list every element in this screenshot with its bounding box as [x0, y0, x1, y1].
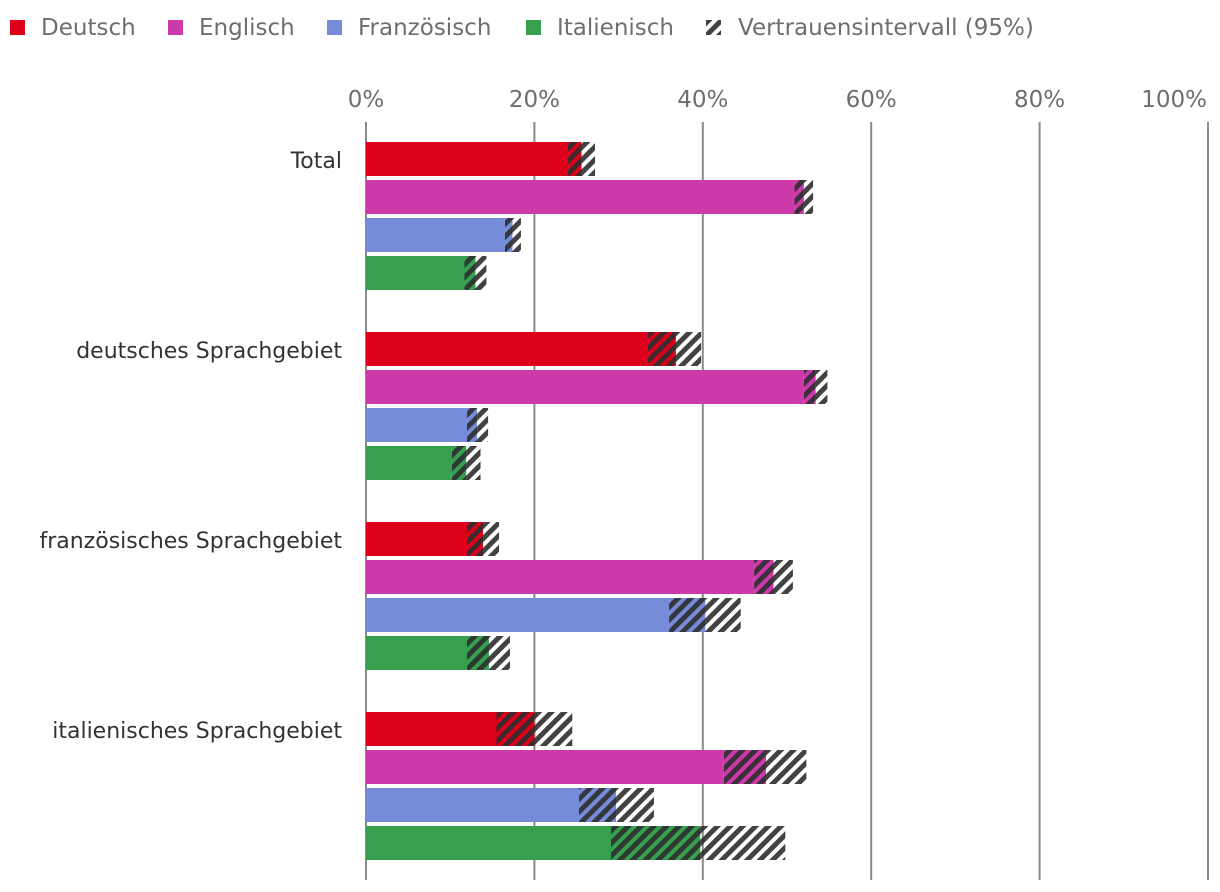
bars — [366, 142, 828, 860]
bar-deutsches-sprachgebiet-englisch — [366, 370, 804, 404]
bar-franzosisches-sprachgebiet-deutsch — [366, 522, 468, 556]
bar-ci-upper-franzosisches-sprachgebiet-franzosisch — [705, 598, 741, 632]
bar-deutsches-sprachgebiet-deutsch — [366, 332, 649, 366]
legend-label-deutsch: Deutsch — [41, 15, 136, 41]
legend-swatch-franzosisch — [327, 20, 342, 35]
bar-ci-upper-deutsches-sprachgebiet-englisch — [815, 370, 828, 404]
tick-label-20: 20% — [509, 87, 560, 113]
bar-total-englisch — [366, 180, 795, 214]
bar-total-italienisch — [366, 256, 465, 290]
bar-franzosisches-sprachgebiet-italienisch — [366, 636, 468, 670]
bar-total-deutsch — [366, 142, 569, 176]
bar-ci-upper-italienisches-sprachgebiet-franzosisch — [616, 788, 654, 822]
bar-ci-upper-italienisches-sprachgebiet-deutsch — [534, 712, 573, 746]
bar-ci-upper-total-franzosisch — [512, 218, 521, 252]
legend-label-englisch: Englisch — [199, 15, 295, 41]
bar-total-franzosisch — [366, 218, 505, 252]
legend-label-ci: Vertrauensintervall (95%) — [738, 15, 1034, 41]
bar-ci-lower-deutsches-sprachgebiet-englisch — [803, 370, 816, 404]
bar-ci-lower-franzosisches-sprachgebiet-italienisch — [467, 636, 489, 670]
bar-ci-lower-total-franzosisch — [504, 218, 513, 252]
category-label-italienisches-sprachgebiet: italienisches Sprachgebiet — [52, 719, 342, 744]
bar-ci-upper-total-englisch — [803, 180, 814, 214]
bar-ci-upper-franzosisches-sprachgebiet-italienisch — [488, 636, 510, 670]
bar-italienisches-sprachgebiet-englisch — [366, 750, 724, 784]
category-label-franzosisches-sprachgebiet: französisches Sprachgebiet — [39, 529, 342, 554]
bar-ci-lower-italienisches-sprachgebiet-englisch — [723, 750, 766, 784]
bar-italienisches-sprachgebiet-franzosisch — [366, 788, 580, 822]
legend-label-franzosisch: Französisch — [358, 15, 491, 41]
bar-ci-upper-total-italienisch — [475, 256, 487, 290]
bar-ci-upper-total-deutsch — [581, 142, 596, 176]
bar-ci-lower-total-deutsch — [568, 142, 582, 176]
gridlines: 0% 20% 40% 60% 80% 100% — [348, 87, 1209, 880]
bar-ci-lower-italienisches-sprachgebiet-italienisch — [611, 826, 701, 860]
category-labels: Total deutsches Sprachgebiet französisches… — [39, 149, 342, 744]
bar-ci-lower-deutsches-sprachgebiet-italienisch — [451, 446, 467, 480]
bar-italienisches-sprachgebiet-deutsch — [366, 712, 497, 746]
bar-ci-lower-total-italienisch — [464, 256, 476, 290]
bar-ci-lower-deutsches-sprachgebiet-franzosisch — [467, 408, 478, 442]
tick-label-40: 40% — [677, 87, 728, 113]
bar-franzosisches-sprachgebiet-franzosisch — [366, 598, 670, 632]
bar-ci-lower-deutsches-sprachgebiet-deutsch — [648, 332, 676, 366]
bar-ci-upper-italienisches-sprachgebiet-italienisch — [700, 826, 786, 860]
legend-swatch-ci — [706, 20, 721, 35]
tick-label-60: 60% — [846, 87, 897, 113]
bar-ci-lower-italienisches-sprachgebiet-franzosisch — [579, 788, 617, 822]
tick-label-100: 100% — [1141, 87, 1207, 113]
bar-ci-upper-deutsches-sprachgebiet-deutsch — [675, 332, 702, 366]
category-label-deutsches-sprachgebiet: deutsches Sprachgebiet — [76, 339, 342, 364]
bar-ci-lower-italienisches-sprachgebiet-deutsch — [496, 712, 535, 746]
bar-ci-upper-italienisches-sprachgebiet-englisch — [765, 750, 807, 784]
legend-swatch-deutsch — [10, 20, 25, 35]
bar-ci-upper-franzosisches-sprachgebiet-deutsch — [483, 522, 500, 556]
legend: Deutsch Englisch Französisch Italienisch Ver… — [10, 15, 1034, 41]
bar-ci-lower-total-englisch — [794, 180, 804, 214]
category-label-total: Total — [290, 149, 342, 174]
legend-label-italienisch: Italienisch — [557, 15, 674, 41]
bar-ci-upper-deutsches-sprachgebiet-franzosisch — [477, 408, 489, 442]
bar-deutsches-sprachgebiet-franzosisch — [366, 408, 468, 442]
bar-ci-lower-franzosisches-sprachgebiet-franzosisch — [669, 598, 706, 632]
bar-italienisches-sprachgebiet-italienisch — [366, 826, 612, 860]
bar-ci-lower-franzosisches-sprachgebiet-deutsch — [467, 522, 484, 556]
bar-ci-upper-deutsches-sprachgebiet-italienisch — [466, 446, 481, 480]
legend-swatch-englisch — [168, 20, 183, 35]
bar-ci-upper-franzosisches-sprachgebiet-englisch — [773, 560, 793, 594]
legend-swatch-italienisch — [526, 20, 541, 35]
tick-label-80: 80% — [1014, 87, 1065, 113]
bar-ci-lower-franzosisches-sprachgebiet-englisch — [754, 560, 774, 594]
bar-deutsches-sprachgebiet-italienisch — [366, 446, 452, 480]
bar-franzosisches-sprachgebiet-englisch — [366, 560, 755, 594]
tick-label-0: 0% — [348, 87, 385, 113]
